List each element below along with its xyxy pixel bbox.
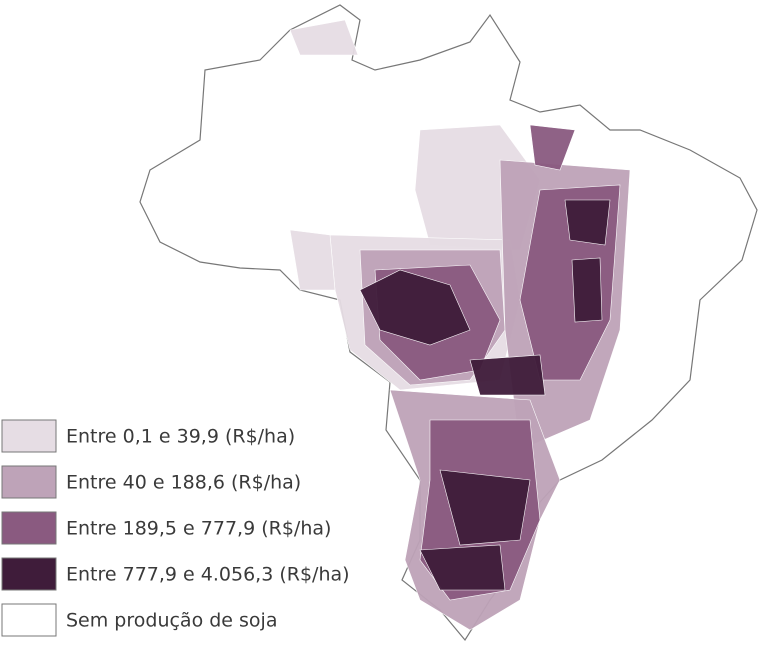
legend-label: Entre 0,1 e 39,9 (R$/ha) xyxy=(66,426,295,448)
soy-region xyxy=(571,257,603,323)
legend-label: Entre 189,5 e 777,9 (R$/ha) xyxy=(66,518,331,540)
legend-label: Sem produção de soja xyxy=(66,610,277,632)
soy-region xyxy=(419,544,506,591)
soy-region xyxy=(359,269,471,346)
legend-swatch xyxy=(1,465,57,499)
regions xyxy=(289,19,631,631)
soy-region xyxy=(469,354,546,396)
legend-label: Entre 40 e 188,6 (R$/ha) xyxy=(66,472,301,494)
soy-region xyxy=(289,19,359,56)
soy-region xyxy=(564,199,611,246)
legend-swatch xyxy=(1,511,57,545)
soy-region xyxy=(289,229,336,291)
legend-label: Entre 777,9 e 4.056,3 (R$/ha) xyxy=(66,564,350,586)
legend-swatch xyxy=(1,557,57,591)
legend-swatch xyxy=(1,419,57,453)
soy-region xyxy=(439,469,531,546)
legend-swatch xyxy=(1,603,57,637)
soy-region xyxy=(529,124,576,171)
